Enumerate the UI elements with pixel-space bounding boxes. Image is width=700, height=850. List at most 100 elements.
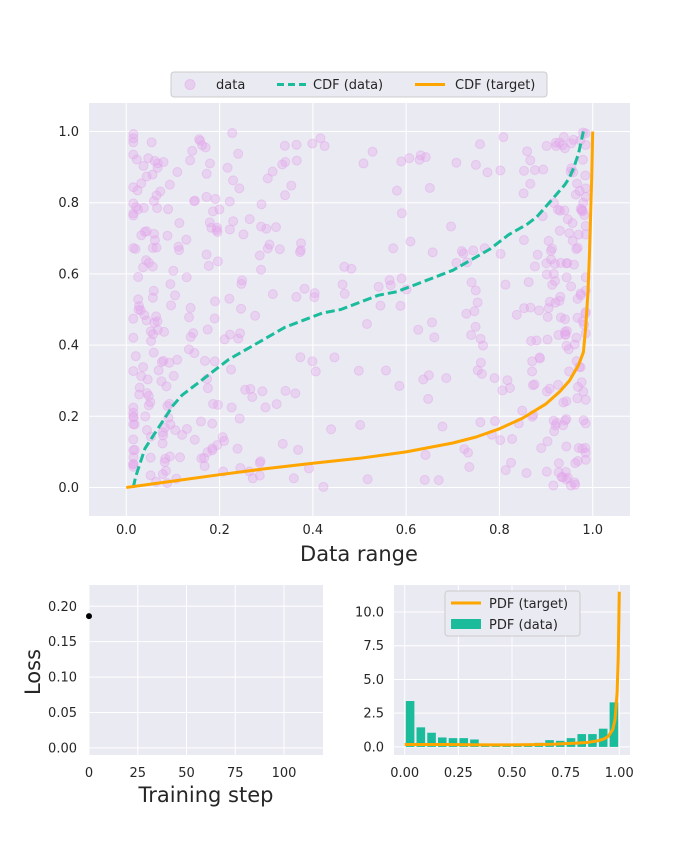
scatter-point [168,265,179,276]
scatter-point [504,383,515,394]
scatter-point [136,230,147,241]
scatter-point [418,374,429,385]
scatter-point [562,258,573,269]
scatter-point [187,145,198,156]
scatter-point [135,305,146,316]
scatter-point [136,371,147,382]
main-xlabel: Data range [300,542,418,566]
scatter-point [507,433,518,444]
main-ytick-0: 0.0 [58,481,79,496]
scatter-point [224,224,235,235]
scatter-point [143,400,154,411]
scatter-point [147,242,158,253]
scatter-point [293,444,304,455]
scatter-point [339,261,350,272]
main-legend-box [170,71,548,98]
scatter-point [260,402,271,413]
scatter-point [380,365,391,376]
scatter-point [577,154,588,165]
scatter-point [140,411,151,422]
scatter-point [148,285,159,296]
scatter-point [561,258,572,269]
scatter-point [468,245,479,256]
scatter-point [214,204,225,215]
scatter-point [128,459,139,470]
scatter-point [149,317,160,328]
scatter-point [247,473,258,484]
scatter-point [164,357,175,368]
scatter-point [277,159,288,170]
scatter-point [570,479,581,490]
scatter-point [128,332,139,343]
scatter-point [555,312,566,323]
main-ytick-5: 1.0 [58,125,79,140]
scatter-point [362,318,373,329]
scatter-point [469,306,480,317]
scatter-point [577,443,588,454]
scatter-point [128,411,139,422]
scatter-point [202,447,213,458]
scatter-point [307,356,318,367]
loss-ytick-3: 0.15 [48,635,77,650]
scatter-point [250,310,261,321]
pdf-bar [405,701,415,747]
scatter-point [563,344,574,355]
scatter-point [523,277,534,288]
scatter-point [129,444,140,455]
scatter-point [558,420,569,431]
scatter-point [138,262,149,273]
scatter-point [151,242,162,253]
scatter-point [177,429,188,440]
scatter-point [280,385,291,396]
scatter-point [145,470,156,481]
scatter-point [152,316,163,327]
scatter-point [145,452,156,463]
scatter-point [490,416,501,427]
scatter-point [482,167,493,178]
scatter-point [156,376,167,387]
scatter-point [575,203,586,214]
scatter-point [290,388,301,399]
scatter-point [295,352,306,363]
scatter-point [575,288,586,299]
scatter-point [161,381,172,392]
scatter-point [152,324,163,335]
pdf-bar [437,737,447,747]
scatter-point [549,426,560,437]
scatter-point [531,335,542,346]
main-xtick-0: 0.0 [116,523,137,538]
scatter-point [420,449,431,460]
scatter-point [529,261,540,272]
scatter-point [564,228,575,239]
scatter-point [138,160,149,171]
scatter-point [561,272,572,283]
scatter-point [554,225,565,236]
main-chart: 0.0 0.2 0.4 0.6 0.8 1.0 0.0 0.2 0.4 0.6 0.8 1.0 Dat… [58,71,630,566]
legend-data-label: data [216,78,245,93]
scatter-point [326,424,337,435]
scatter-point [233,148,244,159]
pdf-ytick-0: 0.0 [363,740,384,755]
scatter-point [529,165,540,176]
pdf-bar [416,727,426,747]
scatter-point [576,377,587,388]
scatter-point [254,470,265,481]
scatter-point [579,210,590,221]
scatter-point [130,243,141,254]
scatter-point [541,258,552,269]
scatter-point [560,329,571,340]
scatter-point [201,168,212,179]
scatter-point [561,396,572,407]
scatter-point [163,204,174,215]
scatter-point [181,272,192,283]
scatter-point [146,336,157,347]
scatter-point [534,352,545,363]
scatter-point [362,474,373,485]
scatter-point [395,300,406,311]
scatter-point [543,235,554,246]
scatter-point [280,157,291,168]
pdf-bar [459,738,469,747]
scatter-point [561,414,572,425]
scatter-point [394,380,405,391]
